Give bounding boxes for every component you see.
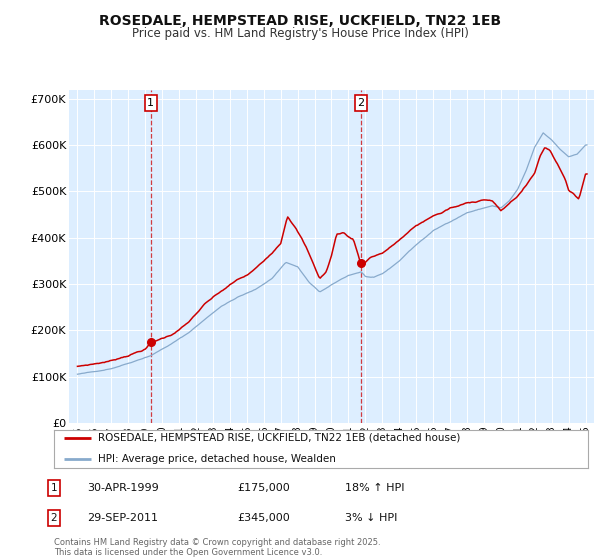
Text: 1: 1 [147, 98, 154, 108]
Text: 3% ↓ HPI: 3% ↓ HPI [345, 513, 397, 523]
Text: £175,000: £175,000 [237, 483, 290, 493]
Text: 29-SEP-2011: 29-SEP-2011 [87, 513, 158, 523]
Text: 2: 2 [50, 513, 58, 523]
Text: 30-APR-1999: 30-APR-1999 [87, 483, 159, 493]
Text: Price paid vs. HM Land Registry's House Price Index (HPI): Price paid vs. HM Land Registry's House … [131, 27, 469, 40]
Text: 1: 1 [50, 483, 58, 493]
Text: ROSEDALE, HEMPSTEAD RISE, UCKFIELD, TN22 1EB (detached house): ROSEDALE, HEMPSTEAD RISE, UCKFIELD, TN22… [98, 433, 460, 443]
Text: ROSEDALE, HEMPSTEAD RISE, UCKFIELD, TN22 1EB: ROSEDALE, HEMPSTEAD RISE, UCKFIELD, TN22… [99, 14, 501, 28]
Text: HPI: Average price, detached house, Wealden: HPI: Average price, detached house, Weal… [98, 454, 335, 464]
Text: 18% ↑ HPI: 18% ↑ HPI [345, 483, 404, 493]
Text: Contains HM Land Registry data © Crown copyright and database right 2025.
This d: Contains HM Land Registry data © Crown c… [54, 538, 380, 557]
Text: 2: 2 [358, 98, 365, 108]
Text: £345,000: £345,000 [237, 513, 290, 523]
